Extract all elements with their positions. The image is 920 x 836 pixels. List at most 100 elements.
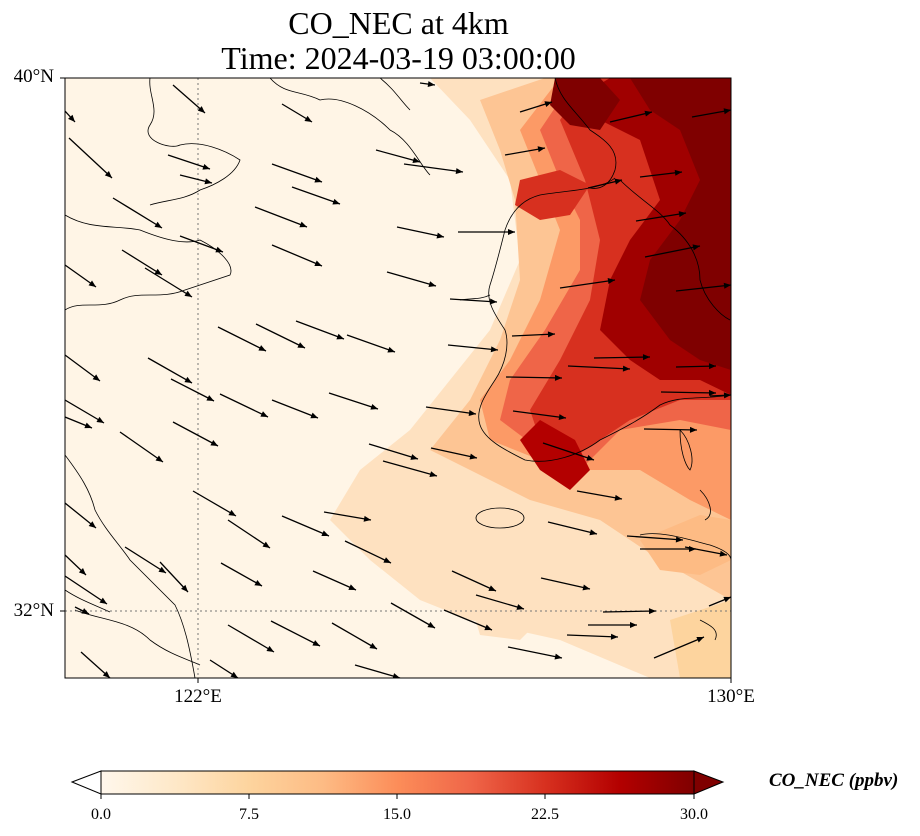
wind-arrow-head	[314, 260, 322, 267]
wind-arrow-head	[68, 114, 75, 122]
lon-tick-label: 130°E	[707, 686, 755, 707]
wind-arrow	[451, 570, 497, 592]
wind-arrow	[254, 206, 308, 228]
wind-arrow	[382, 460, 438, 477]
lat-tick-label: 40°N	[13, 66, 54, 87]
wind-arrow	[172, 421, 219, 447]
colorbar-label: CO_NEC (ppbv)	[769, 770, 899, 791]
wind-arrow	[227, 519, 271, 549]
wind-arrow	[403, 163, 464, 173]
wind-arrow	[540, 577, 591, 590]
wind-arrow-head	[427, 81, 435, 88]
wind-arrow	[505, 376, 563, 379]
wind-arrow-head	[92, 374, 100, 381]
wind-arrow-head	[215, 246, 223, 253]
wind-arrow-head	[648, 608, 656, 615]
wind-arrow	[449, 298, 498, 303]
wind-arrow-head	[547, 331, 555, 338]
wind-arrow	[635, 212, 687, 222]
wind-arrow	[112, 197, 163, 229]
colorbar-gradient	[101, 771, 694, 794]
concentration-field	[65, 78, 731, 678]
wind-arrow-head	[369, 642, 377, 649]
wind-arrow-head	[88, 280, 96, 287]
wind-arrow-head	[607, 278, 615, 284]
wind-arrow-head	[99, 597, 107, 604]
wind-arrow	[626, 535, 684, 541]
wind-arrow	[576, 490, 623, 500]
wind-arrow-head	[204, 178, 212, 185]
wind-arrow-head	[258, 345, 266, 351]
colorbar-tick-label: 30.0	[680, 806, 708, 823]
wind-arrow-head	[181, 584, 188, 592]
wind-arrow	[220, 562, 263, 587]
wind-arrow-head	[102, 671, 110, 678]
wind-arrow-head	[260, 411, 268, 417]
wind-arrow	[147, 357, 193, 384]
wind-arrow	[396, 226, 445, 238]
wind-arrow-head	[321, 530, 329, 537]
wind-arrow	[271, 163, 323, 183]
wind-arrow-head	[537, 146, 545, 153]
wind-arrow-head	[490, 346, 498, 353]
wind-arrow	[447, 344, 499, 351]
wind-arrow-head	[455, 168, 463, 175]
wind-arrow-head	[184, 290, 192, 297]
wind-arrow-head	[696, 636, 704, 643]
wind-arrow	[328, 392, 379, 410]
wind-arrow	[295, 320, 345, 340]
wind-arrow	[660, 391, 717, 394]
wind-arrow-head	[370, 403, 378, 410]
wind-arrow	[124, 546, 167, 574]
wind-arrow	[346, 334, 396, 353]
wind-arrow-head	[392, 673, 400, 678]
wind-arrow	[425, 406, 477, 415]
wind-arrow-head	[158, 566, 166, 573]
wind-arrow-head	[678, 211, 686, 218]
wind-arrow-head	[297, 342, 305, 348]
wind-arrow-head	[689, 426, 697, 433]
wind-arrow	[602, 610, 657, 613]
wind-arrow-head	[230, 671, 238, 678]
wind-arrow-head	[154, 268, 162, 275]
wind-arrow	[639, 171, 683, 178]
wind-arrow-head	[254, 579, 262, 586]
wind-arrow-head	[558, 414, 566, 421]
wind-arrow	[386, 271, 437, 287]
wind-arrow	[567, 365, 631, 370]
wind-arrow	[390, 602, 436, 629]
wind-arrow	[331, 622, 378, 650]
wind-arrow-head	[508, 229, 515, 235]
wind-arrow-head	[412, 157, 420, 164]
wind-arrow-head	[197, 106, 205, 113]
wind-arrow-head	[266, 645, 274, 652]
wind-arrow-head	[484, 624, 492, 631]
wind-arrow-head	[310, 412, 318, 419]
wind-arrow	[68, 137, 113, 179]
map-title: CO_NEC at 4km	[288, 5, 509, 41]
colorbar-min-extension	[70, 770, 102, 795]
wind-arrow	[566, 634, 619, 638]
wind-arrow-head	[206, 395, 214, 401]
wind-arrow-head	[348, 584, 356, 590]
wind-arrow-head	[582, 584, 590, 591]
wind-arrow-head	[708, 363, 716, 370]
wind-arrow-head	[468, 410, 476, 417]
wind-arrow-head	[184, 376, 192, 383]
wind-arrow	[354, 664, 401, 678]
wind-arrow-head	[630, 622, 637, 628]
axis-ticks	[60, 77, 732, 683]
wind-arrow-head	[304, 115, 312, 122]
colorbar-tick-label: 0.0	[91, 806, 111, 823]
wind-arrow-head	[155, 455, 163, 462]
wind-arrow	[271, 244, 323, 267]
wind-arrow-head	[383, 557, 391, 563]
wind-arrow-head	[104, 171, 112, 178]
wind-arrow-head	[228, 509, 236, 516]
wind-arrow	[475, 594, 525, 610]
wind-arrow-head	[88, 521, 96, 528]
wind-arrow-head	[610, 633, 618, 640]
wind-arrow	[593, 356, 651, 359]
wind-arrow	[291, 186, 341, 205]
